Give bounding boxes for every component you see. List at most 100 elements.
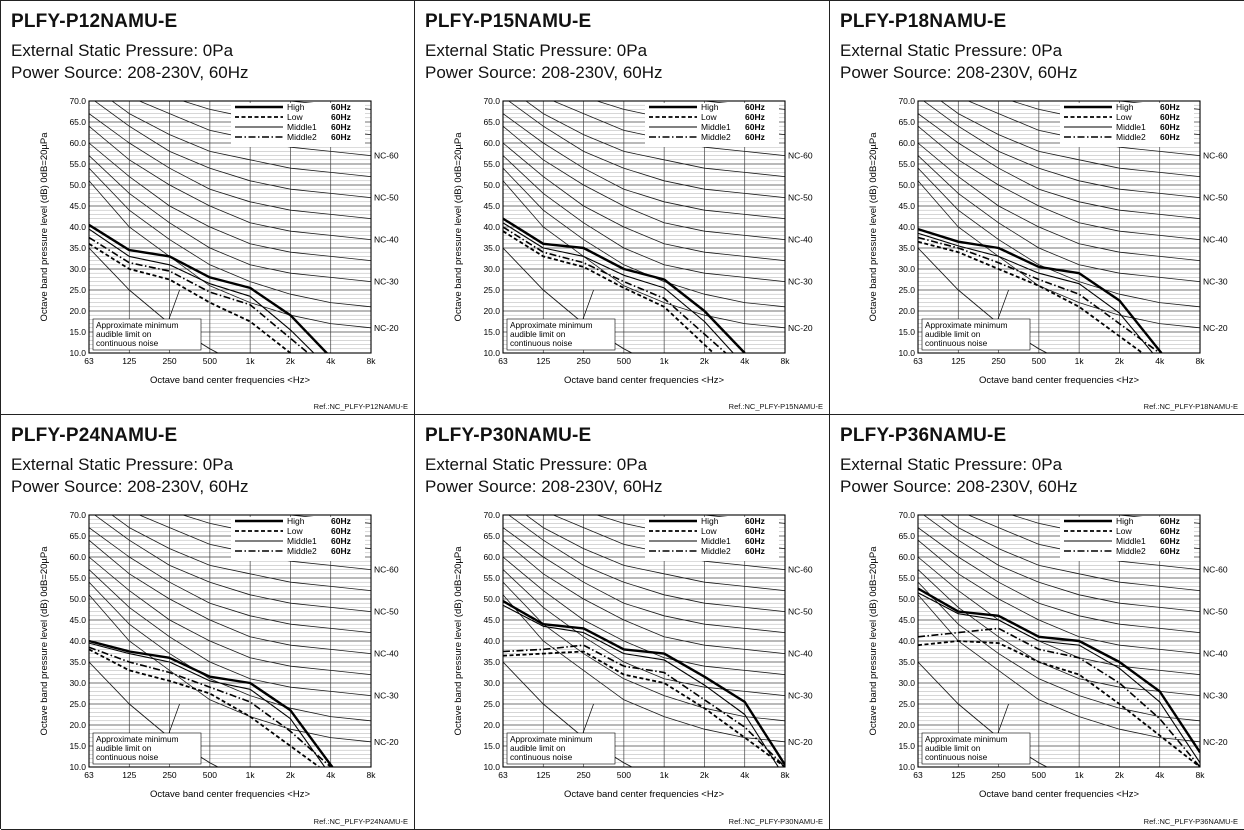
x-tick-label: 250 (576, 770, 590, 780)
nc-curve (503, 180, 785, 329)
annotation-box (921, 318, 1031, 351)
clipped-layer (503, 101, 785, 353)
series-line (503, 604, 779, 767)
annotation-leader (582, 703, 594, 734)
y-tick-label: 20.0 (483, 720, 500, 730)
nc-curve (111, 101, 371, 177)
nc-curve (89, 539, 371, 654)
nc-curve-label: NC-50 (374, 607, 399, 617)
plot-border (917, 514, 1201, 768)
nc-curve-label: NC-60 (1203, 151, 1228, 161)
nc-curve-label: NC-50 (374, 193, 399, 203)
y-tick-label: 35.0 (69, 657, 86, 667)
legend-label: Middle1 (701, 536, 731, 546)
nc-curve (967, 101, 1200, 156)
legend-freq: 60Hz (1160, 132, 1180, 142)
x-tick-label: 63 (498, 770, 508, 780)
annotation-line: continuous noise (925, 752, 988, 762)
legend-label: Middle1 (701, 122, 731, 132)
x-tick-label: 4k (326, 356, 336, 366)
annotation-line: audible limit on (510, 329, 566, 339)
x-tick-label: 63 (84, 770, 94, 780)
reference-code: Ref.:NC_PLFY-P12NAMU-E (313, 402, 408, 411)
y-tick-label: 10.0 (69, 762, 86, 772)
legend-freq: 60Hz (331, 516, 351, 526)
nc-curve (918, 581, 1200, 722)
x-tick-label: 8k (781, 770, 791, 780)
y-tick-label: 55.0 (483, 573, 500, 583)
nc-curve (918, 155, 1200, 282)
x-tick-label: 250 (576, 356, 590, 366)
x-tick-label: 1k (660, 770, 670, 780)
nc-curve (503, 155, 785, 282)
y-tick-label: 70.0 (483, 510, 500, 520)
x-tick-label: 1k (1075, 356, 1085, 366)
clipped-layer (918, 101, 1200, 353)
nc-curve-label: NC-40 (788, 235, 813, 245)
x-tick-label: 63 (498, 356, 508, 366)
nc-curve (89, 527, 371, 633)
static-pressure-label: External Static Pressure: 0Pa (840, 455, 1063, 474)
x-tick-label: 500 (203, 770, 217, 780)
nc-curve (89, 556, 371, 675)
x-tick-label: 8k (781, 356, 791, 366)
y-tick-label: 55.0 (483, 159, 500, 169)
panel-title: PLFY-P18NAMU-E (840, 11, 1007, 32)
nc-curve (89, 125, 371, 240)
y-tick-label: 15.0 (483, 327, 500, 337)
nc-curve (918, 142, 1200, 261)
y-tick-label: 40.0 (483, 222, 500, 232)
nc-curve-label: NC-50 (1203, 607, 1228, 617)
x-tick-label: 250 (162, 356, 176, 366)
legend-freq: 60Hz (1160, 536, 1180, 546)
legend-label: Low (1116, 526, 1132, 536)
nc-curve (89, 569, 371, 696)
y-axis-label: Octave band pressure level (dB) 0dB=20µP… (39, 546, 50, 736)
legend-label: Low (287, 526, 303, 536)
legend-label: Middle2 (701, 132, 731, 142)
y-tick-label: 50.0 (483, 180, 500, 190)
nc-curve-label: NC-30 (1203, 277, 1228, 287)
annotation-line: Approximate minimum (510, 320, 593, 330)
audible-limit-curve (503, 661, 633, 767)
series-line (89, 642, 326, 767)
nc-curve (89, 142, 371, 261)
nc-curve-label: NC-20 (1203, 737, 1228, 747)
y-tick-label: 40.0 (69, 636, 86, 646)
legend-label: High (1116, 516, 1134, 526)
chart-panel: PLFY-P36NAMU-E External Static Pressure: … (830, 415, 1244, 830)
nc-curve-label: NC-30 (374, 277, 399, 287)
legend-label: High (1116, 102, 1134, 112)
y-tick-label: 60.0 (898, 138, 915, 148)
nc-curve-label: NC-40 (374, 235, 399, 245)
static-pressure-label: External Static Pressure: 0Pa (11, 455, 234, 474)
x-tick-label: 500 (617, 356, 631, 366)
legend-label: Middle2 (1116, 132, 1146, 142)
nc-curve (923, 515, 1200, 612)
panel-title: PLFY-P36NAMU-E (840, 425, 1007, 446)
nc-curve (503, 527, 785, 633)
nc-curve-label: NC-20 (374, 323, 399, 333)
y-tick-label: 55.0 (898, 159, 915, 169)
nc-curve (918, 527, 1200, 633)
nc-curve (138, 515, 371, 570)
x-tick-label: 4k (1155, 770, 1165, 780)
nc-curve (508, 515, 785, 612)
y-tick-label: 60.0 (69, 138, 86, 148)
x-tick-label: 4k (326, 770, 336, 780)
nc-curve (503, 539, 785, 654)
x-tick-label: 125 (536, 770, 550, 780)
x-tick-label: 8k (1196, 356, 1206, 366)
y-tick-label: 10.0 (483, 762, 500, 772)
x-tick-label: 125 (536, 356, 550, 366)
nc-curve (503, 113, 785, 219)
y-tick-label: 20.0 (69, 306, 86, 316)
legend-box (231, 517, 365, 561)
y-tick-label: 45.0 (898, 615, 915, 625)
reference-code: Ref.:NC_PLFY-P36NAMU-E (1143, 817, 1238, 826)
legend-label: Middle1 (287, 122, 317, 132)
annotation-box (92, 732, 202, 765)
nc-curve (923, 101, 1200, 198)
